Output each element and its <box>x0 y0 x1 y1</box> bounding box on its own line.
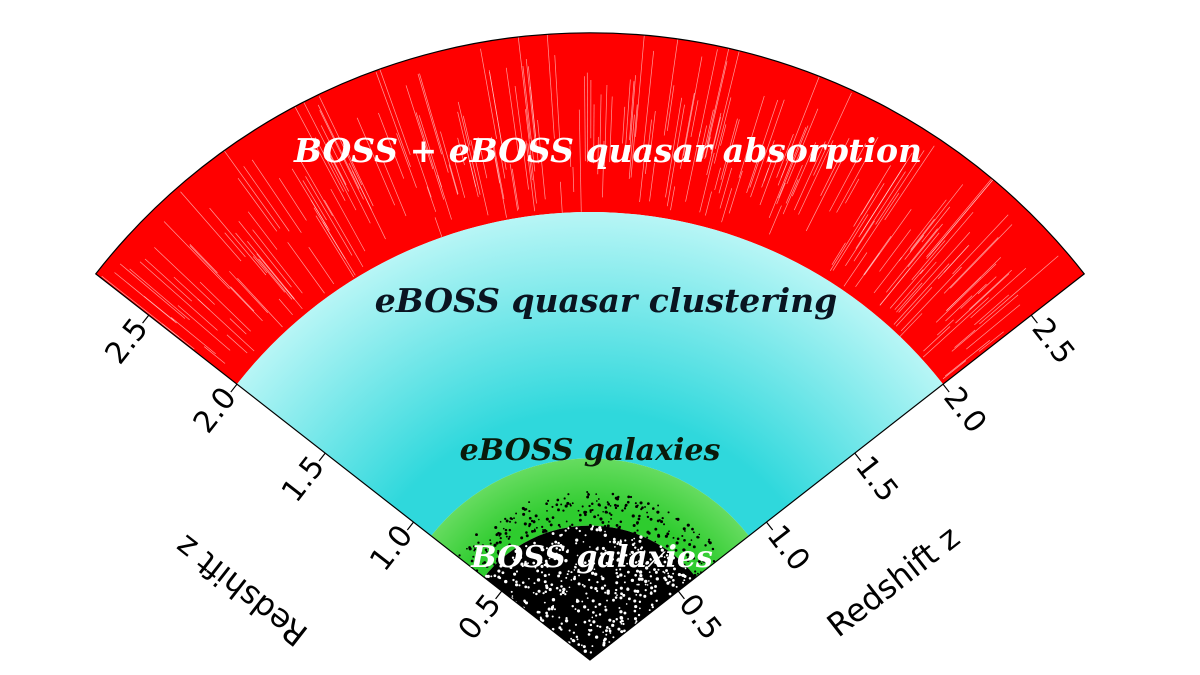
right-axis-tick <box>677 590 685 600</box>
right-axis-tick <box>1030 314 1038 324</box>
absorption-line-texture <box>101 34 1059 380</box>
region-label-quasar-clustering: eBOSS quasar clustering <box>375 281 837 320</box>
region-boss-quasar-absorption <box>95 32 1085 385</box>
right-axis-tick-label: 1.0 <box>760 519 817 578</box>
left-axis-tick-label: 2.0 <box>187 381 244 440</box>
right-axis-tick <box>854 452 862 462</box>
right-axis-tick <box>766 521 774 531</box>
left-axis-tick <box>495 590 503 600</box>
right-axis-tick-label: 1.5 <box>848 450 905 509</box>
region-boss-galaxies <box>484 525 696 660</box>
left-axis-tick-label: 2.5 <box>99 312 156 371</box>
region-label-boss-galaxies: BOSS galaxies <box>470 540 713 575</box>
left-axis-title: Redshift z <box>168 527 315 654</box>
left-axis-tick <box>142 314 150 324</box>
region-eboss-quasar-clustering <box>236 211 944 536</box>
right-axis-tick-label: 0.5 <box>671 588 728 647</box>
left-axis-tick-label: 1.0 <box>363 519 420 578</box>
right-axis-tick-label: 2.0 <box>936 381 993 440</box>
right-axis-tick <box>942 383 950 393</box>
right-axis-tick-label: 2.5 <box>1025 312 1082 371</box>
galaxy-point-texture <box>458 491 716 654</box>
left-axis-tick <box>406 521 414 531</box>
left-axis-tick <box>318 452 326 462</box>
left-axis-tick <box>230 383 238 393</box>
left-axis-tick-label: 1.5 <box>275 450 332 509</box>
right-axis-title: Redshift z <box>820 518 967 645</box>
region-eboss-galaxies <box>431 458 749 578</box>
left-axis-tick-label: 0.5 <box>452 588 509 647</box>
region-label-absorption: BOSS + eBOSS quasar absorption <box>293 131 922 170</box>
region-label-eboss-galaxies: eBOSS galaxies <box>460 433 721 468</box>
fan-border <box>94 32 1086 661</box>
